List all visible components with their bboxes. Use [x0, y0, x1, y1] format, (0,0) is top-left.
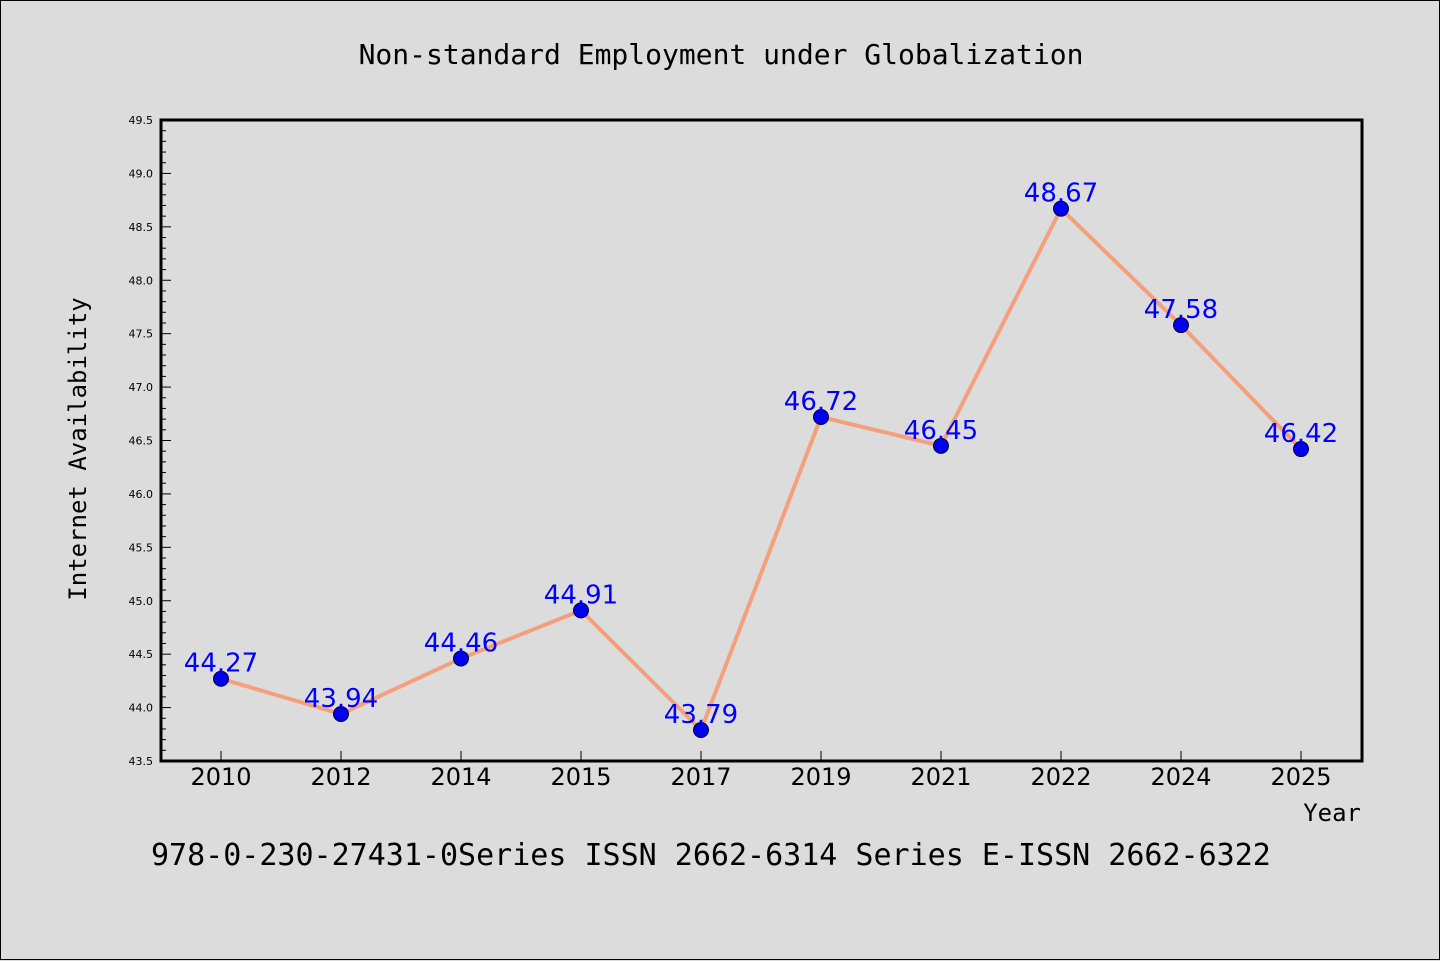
y-tick-label: 49.0: [129, 167, 154, 180]
data-point: [693, 722, 709, 739]
data-label: 46.45: [904, 416, 978, 446]
y-tick-label: 44.0: [129, 702, 154, 715]
x-tick-label: 2024: [1150, 763, 1211, 791]
data-label: 44.91: [544, 580, 618, 610]
x-tick-label: 2019: [790, 763, 851, 791]
data-label: 46.42: [1264, 419, 1338, 449]
data-label: 43.94: [304, 684, 378, 714]
x-tick-label: 2014: [430, 763, 491, 791]
data-point: [453, 650, 469, 667]
x-tick-label: 2021: [910, 763, 971, 791]
x-tick-label: 2025: [1270, 763, 1331, 791]
x-tick-label: 2010: [190, 763, 251, 791]
data-label: 44.27: [184, 649, 258, 679]
data-point: [1293, 441, 1309, 458]
plot-area: [159, 118, 1364, 763]
data-label: 48.67: [1024, 179, 1098, 209]
x-axis: 2010 2012 2014 2015 2017 2019 2021 2022 2024 2025: [190, 751, 1332, 791]
data-label: 43.79: [664, 700, 738, 730]
x-tick-label: 2015: [550, 763, 611, 791]
data-label: 47.58: [1144, 295, 1218, 325]
data-label: 44.46: [424, 628, 498, 658]
series-markers: [213, 200, 1309, 739]
data-point: [573, 602, 589, 619]
data-point: [1173, 317, 1189, 334]
x-tick-label: 2022: [1030, 763, 1091, 791]
data-point: [1053, 200, 1069, 217]
y-tick-label: 49.5: [129, 114, 154, 127]
x-tick-label: 2012: [310, 763, 371, 791]
y-tick-label: 46.5: [129, 435, 154, 448]
data-point: [813, 408, 829, 425]
x-axis-label: Year: [1303, 799, 1361, 827]
series-line: [220, 206, 1303, 733]
y-tick-label: 47.5: [129, 328, 154, 341]
chart-title: Non-standard Employment under Globalizat…: [359, 38, 1084, 71]
y-tick-label: 48.5: [129, 221, 154, 234]
y-tick-label: 45.5: [129, 541, 154, 554]
y-tick-label: 43.5: [129, 755, 154, 768]
y-tick-label: 46.0: [129, 488, 154, 501]
data-label: 46.72: [784, 387, 858, 417]
data-point: [333, 705, 349, 722]
data-point: [213, 670, 229, 687]
data-labels: 44.27 43.94 44.46 44.91 43.79 46.72 46.45 48.67…: [184, 179, 1338, 730]
y-tick-label: 45.0: [129, 595, 154, 608]
y-tick-label: 48.0: [129, 274, 154, 287]
y-axis-label: Internet Availability: [64, 297, 92, 600]
y-axis: 43.5 44.0 44.5 45.0 45.5 46.0 46.5 47.0 47.5 48.0…: [129, 114, 171, 768]
y-tick-label: 44.5: [129, 648, 154, 661]
data-point: [933, 437, 949, 454]
y-tick-label: 47.0: [129, 381, 154, 394]
x-tick-label: 2017: [670, 763, 731, 791]
footer-text: 978-0-230-27431-0Series ISSN 2662-6314 S…: [151, 838, 1271, 873]
